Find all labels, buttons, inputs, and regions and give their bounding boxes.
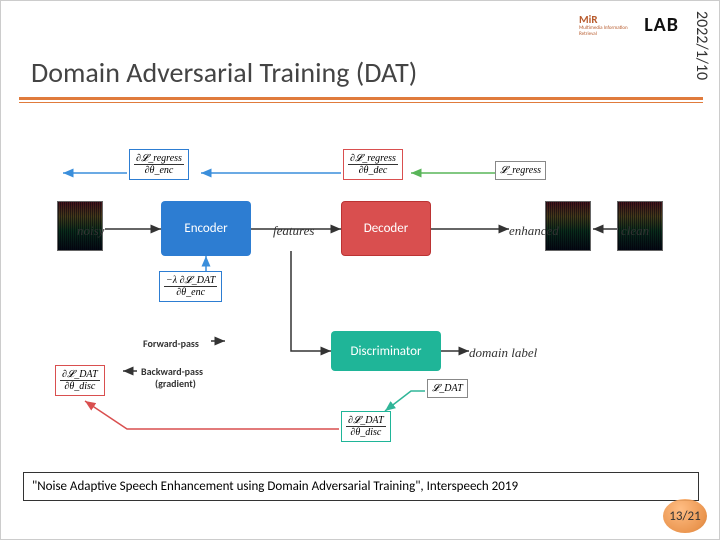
backward-grad-label: (gradient)	[155, 377, 196, 390]
grad-box-dL_dat_disc2: ∂𝓛_DAT∂θ_disc	[341, 411, 391, 442]
forward-pass-label: Forward-pass	[143, 337, 199, 350]
pagenum-text: 13/21	[669, 509, 700, 524]
logo-lab-text: LAB	[644, 13, 679, 37]
noisy-label: noisy	[77, 223, 104, 239]
decoder-label: Decoder	[364, 221, 409, 236]
grad-box-dL_dat_disc: ∂𝓛_DAT∂θ_disc	[55, 365, 105, 396]
architecture-diagram: Encoder Decoder Discriminator ∂𝓛_regress…	[41, 121, 681, 451]
page-number: 13/21	[663, 499, 707, 533]
rule-thin	[19, 102, 703, 103]
grad-box-L_dat: 𝓛_DAT	[427, 379, 468, 398]
slide-root: 2022/1/10 MiR Multimedia Information Ret…	[0, 0, 720, 540]
grad-box-dL_reg_dec: ∂𝓛_regress∂θ_dec	[343, 149, 403, 180]
citation-box: "Noise Adaptive Speech Enhancement using…	[23, 472, 699, 501]
slide-title: Domain Adversarial Training (DAT)	[31, 55, 417, 90]
features-label: features	[273, 223, 314, 239]
slide-date: 2022/1/10	[692, 11, 711, 80]
logo-sub: Multimedia Information Retrieval	[579, 25, 644, 37]
clean-label: clean	[621, 223, 649, 239]
grad-box-L_regress: 𝓛_regress	[495, 161, 546, 180]
enhanced-label: enhanced	[509, 223, 559, 239]
encoder-label: Encoder	[184, 221, 227, 236]
rule-thick	[19, 97, 703, 100]
logo-mir-text: MiR	[579, 14, 644, 25]
lab-logo: MiR Multimedia Information Retrieval LAB	[579, 7, 679, 43]
grad-box-dL_reg_enc: ∂𝓛_regress∂θ_enc	[129, 149, 189, 180]
decoder-box: Decoder	[341, 201, 431, 256]
title-rules	[19, 97, 703, 105]
domain-label-text: domain label	[469, 345, 537, 361]
discriminator-box: Discriminator	[331, 331, 441, 371]
grad-box-lambda_dat: −λ ∂𝓛_DAT∂θ_enc	[159, 271, 222, 302]
encoder-box: Encoder	[161, 201, 251, 256]
discriminator-label: Discriminator	[351, 344, 422, 359]
